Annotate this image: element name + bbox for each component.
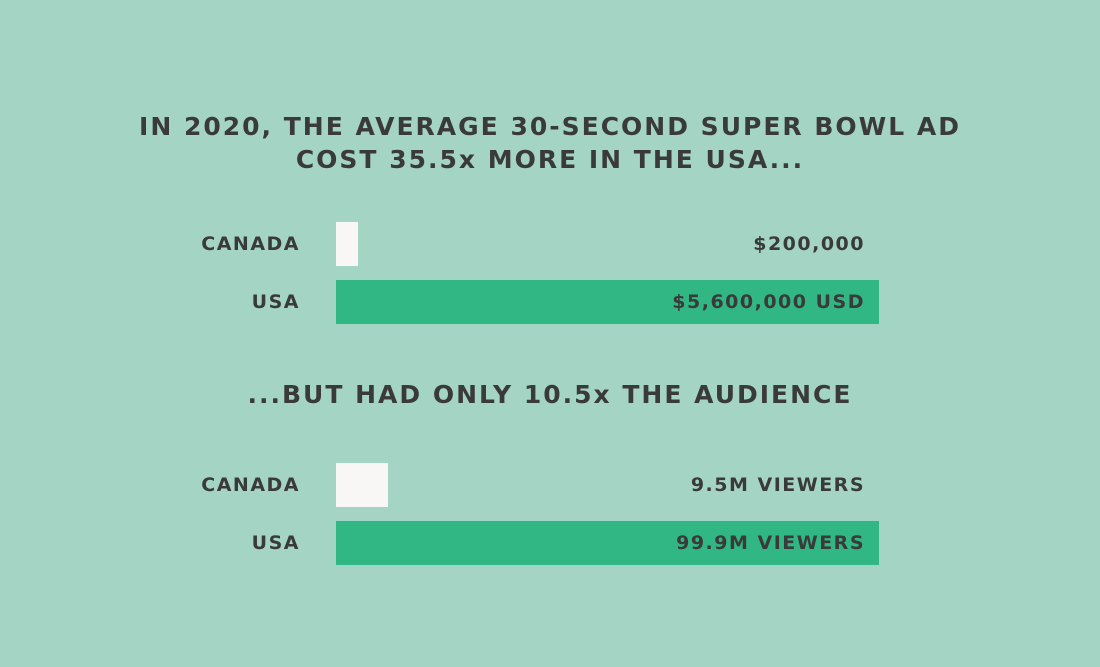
headline-cost-line-2: COST 35.5x MORE IN THE USA...: [295, 145, 805, 174]
headline-cost: IN 2020, THE AVERAGE 30-SECOND SUPER BOW…: [0, 110, 1100, 176]
value-label-usa-cost: $5,600,000 USD: [672, 291, 865, 313]
category-label-usa: USA: [251, 291, 300, 313]
bar-row-canada-cost: CANADA $200,000: [0, 222, 1100, 266]
bar-usa-viewers: [336, 521, 879, 565]
value-label-canada-viewers: 9.5M VIEWERS: [690, 474, 865, 496]
category-label-usa: USA: [251, 532, 300, 554]
bar-track: $5,600,000 USD: [336, 280, 879, 324]
bar-canada-cost: [336, 222, 358, 266]
value-label-usa-viewers: 99.9M VIEWERS: [676, 532, 865, 554]
category-label-canada: CANADA: [201, 233, 300, 255]
bar-canada-viewers: [336, 463, 388, 507]
bar-usa-cost: [336, 280, 879, 324]
bar-track: 99.9M VIEWERS: [336, 521, 879, 565]
headline-audience: ...BUT HAD ONLY 10.5x THE AUDIENCE: [0, 378, 1100, 411]
bar-row-canada-viewers: CANADA 9.5M VIEWERS: [0, 463, 1100, 507]
headline-audience-line-1: ...BUT HAD ONLY 10.5x THE AUDIENCE: [247, 380, 853, 409]
headline-cost-line-1: IN 2020, THE AVERAGE 30-SECOND SUPER BOW…: [139, 112, 961, 141]
value-label-canada-cost: $200,000: [753, 233, 865, 255]
bar-track: $200,000: [336, 222, 879, 266]
bar-track: 9.5M VIEWERS: [336, 463, 879, 507]
bar-row-usa-viewers: USA 99.9M VIEWERS: [0, 521, 1100, 565]
bar-row-usa-cost: USA $5,600,000 USD: [0, 280, 1100, 324]
category-label-canada: CANADA: [201, 474, 300, 496]
